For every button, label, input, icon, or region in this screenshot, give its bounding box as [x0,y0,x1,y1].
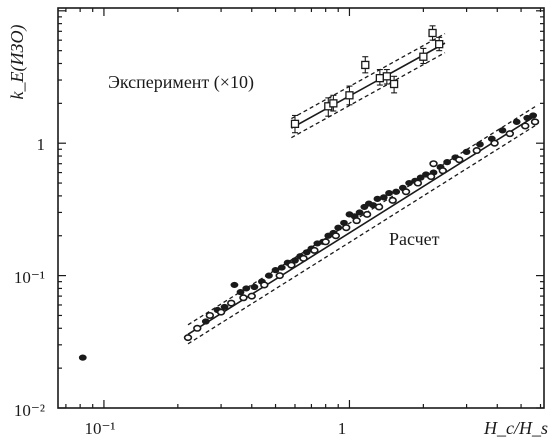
calculation-point-open [227,299,236,307]
calculation-point-filled [462,148,471,155]
fit-band-lower-1 [187,125,536,345]
calculation-point-open [342,224,351,232]
calculation-point-open [239,294,248,302]
calculation-point-open [530,118,540,126]
experiment-point [428,28,437,38]
calculation-point-open [321,238,330,246]
calculation-point-open [374,203,384,211]
calculation-point-open [362,210,372,218]
calculation-point-open [521,122,530,130]
axis-ticks [58,8,544,409]
calculation-point-open [388,196,397,204]
calculation-point-filled [265,272,273,279]
calculation-point-filled [443,158,452,166]
annotation-calculation: Расчет [389,229,440,249]
calculation-point-open [247,292,256,300]
calculation-point-open [299,254,308,262]
calculation-point-filled [476,141,484,148]
experiment-point [435,39,444,49]
plot-frame [57,7,545,409]
x-axis-title: H_c/H_s [483,418,548,438]
experiment-point [382,72,391,81]
y-tick-label-0-01: 10⁻² [14,401,45,420]
calculation-point-filled [220,303,229,311]
calculation-point-open [426,173,436,181]
calculation-point-open [490,139,499,147]
annotation-experiment: Эксперимент (×10) [108,72,254,93]
calculation-point-open [193,324,202,332]
calculation-point-filled [512,118,521,125]
calculation-point-open [401,188,411,196]
calculation-point-filled [373,195,382,202]
fit-band-upper-0 [291,33,446,120]
experiment-point [419,52,428,61]
calculation-point-filled [498,127,507,134]
calculation-point-filled [529,112,538,119]
y-tick-label-1: 1 [37,135,46,154]
calculation-point-open [472,147,481,155]
calculation-point-open [455,156,464,164]
calculation-point-open [216,308,226,316]
experiment-point [389,79,399,89]
calculation-point-open [275,272,284,280]
calculation-point-filled [230,281,239,289]
calculation-point-open [205,311,215,319]
calculation-point-filled [302,249,311,256]
experiment-point [345,91,354,100]
fit-band-lower-0 [291,52,446,139]
experiment-point [290,119,300,129]
calculation-point-filled [271,267,280,274]
calculation-point-open [260,281,269,289]
calculation-point-filled [334,224,343,231]
calculation-point-filled [379,194,388,201]
calculation-point-filled [201,318,210,325]
calculation-point-open [505,130,515,138]
calculation-point-filled [385,189,393,197]
experiment-point [361,60,370,70]
experiment-point [329,99,338,108]
experiment-point [375,73,385,83]
y-axis-title: k_E(ИЗО) [7,25,28,100]
calculation-point-open [331,232,341,240]
calculation-point-filled [236,289,245,296]
calculation-point-open [413,179,423,187]
calculation-point-open [183,334,193,342]
data-points [78,25,540,361]
calculation-point-filled [392,188,401,195]
calculation-point-open [352,217,361,225]
x-tick-label-1: 1 [338,419,347,438]
calculation-point-filled [277,264,286,271]
fit-band-upper-1 [187,106,536,326]
calculation-point-filled [242,285,251,292]
calculation-point-open [287,261,296,269]
x-tick-label-0-1: 10⁻¹ [84,419,115,438]
calculation-point-filled [250,283,259,291]
calculation-point-open [438,167,448,175]
y-tick-label-0-1: 10⁻¹ [14,268,45,287]
calculation-point-filled [78,354,87,361]
calculation-point-filled [355,209,364,216]
calculation-point-open [310,246,319,254]
fit-line-1 [187,115,536,336]
calculation-point-open [429,160,438,168]
